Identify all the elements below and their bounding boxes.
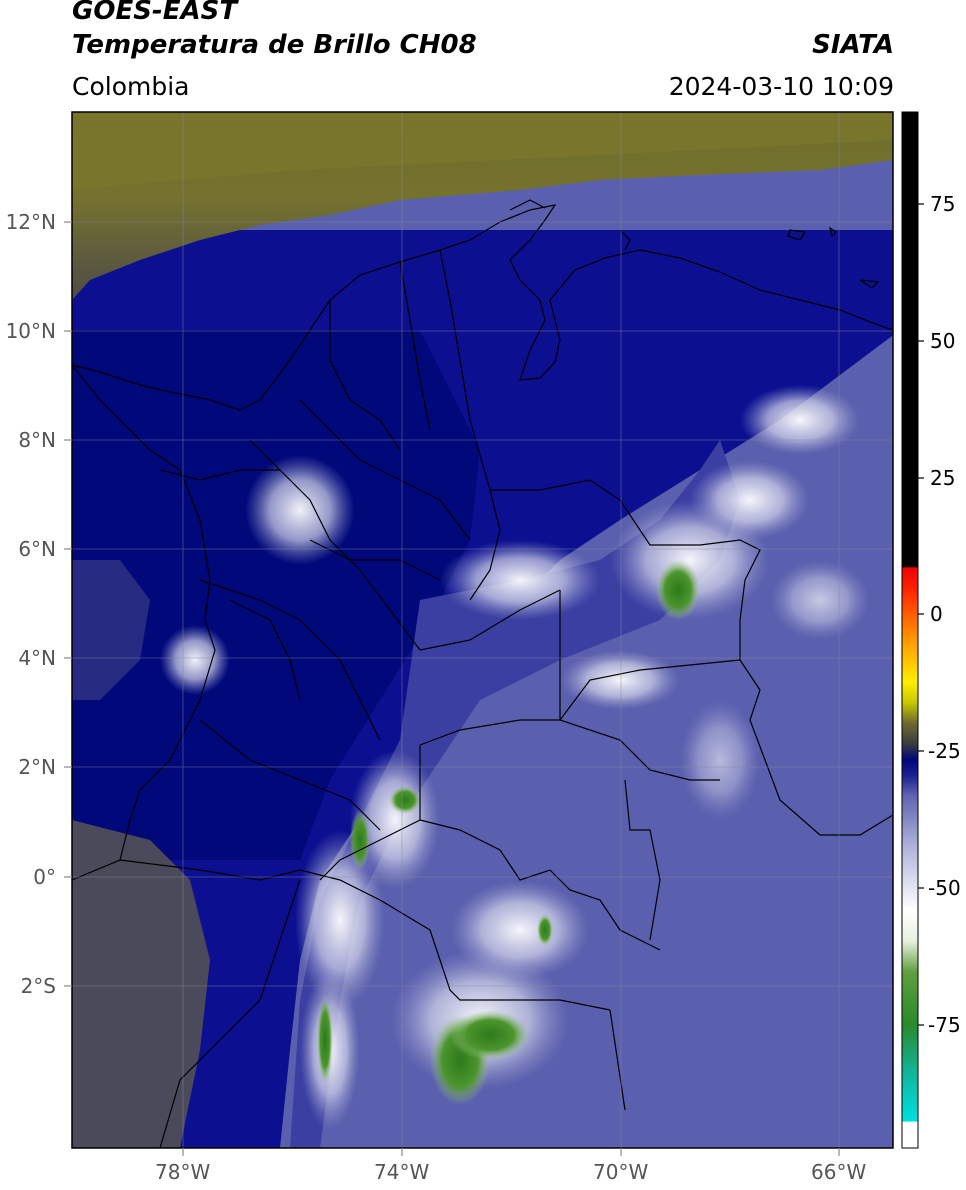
colorbar-label: 50 xyxy=(930,329,956,353)
brand-label: SIATA xyxy=(812,30,894,60)
lat-label: 0° xyxy=(33,865,56,889)
product-title: Temperatura de Brillo CH08 xyxy=(72,30,477,60)
colorbar-label: 0 xyxy=(930,602,943,626)
colorbar-label: -75 xyxy=(928,1013,961,1037)
graticule xyxy=(72,112,893,1148)
lat-label: 4°N xyxy=(18,646,56,670)
colorbar-label: 25 xyxy=(930,466,956,490)
axis-ticks xyxy=(64,221,840,1156)
lon-label: 74°W xyxy=(374,1160,430,1184)
lat-label: 10°N xyxy=(5,319,56,343)
lat-label: 2°S xyxy=(20,974,56,998)
country-borders xyxy=(72,199,893,1148)
colorbar xyxy=(902,112,918,1148)
lon-label: 78°W xyxy=(155,1160,211,1184)
lon-label: 70°W xyxy=(593,1160,649,1184)
colorbar-frame xyxy=(901,111,919,1149)
satellite-imagery xyxy=(72,112,893,1148)
lon-label: 66°W xyxy=(811,1160,867,1184)
lat-label: 2°N xyxy=(18,755,56,779)
timestamp-label: 2024-03-10 10:09 xyxy=(668,72,894,101)
colorbar-label: 75 xyxy=(930,192,956,216)
colorbar-label: -25 xyxy=(928,739,961,763)
colorbar-label: -50 xyxy=(928,876,961,900)
lat-label: 12°N xyxy=(5,210,56,234)
satellite-title: GOES-EAST xyxy=(72,0,238,26)
map-frame xyxy=(71,111,894,1149)
lat-label: 8°N xyxy=(18,428,56,452)
region-label: Colombia xyxy=(72,72,190,101)
colorbar-ticks xyxy=(918,203,924,1026)
lat-label: 6°N xyxy=(18,537,56,561)
